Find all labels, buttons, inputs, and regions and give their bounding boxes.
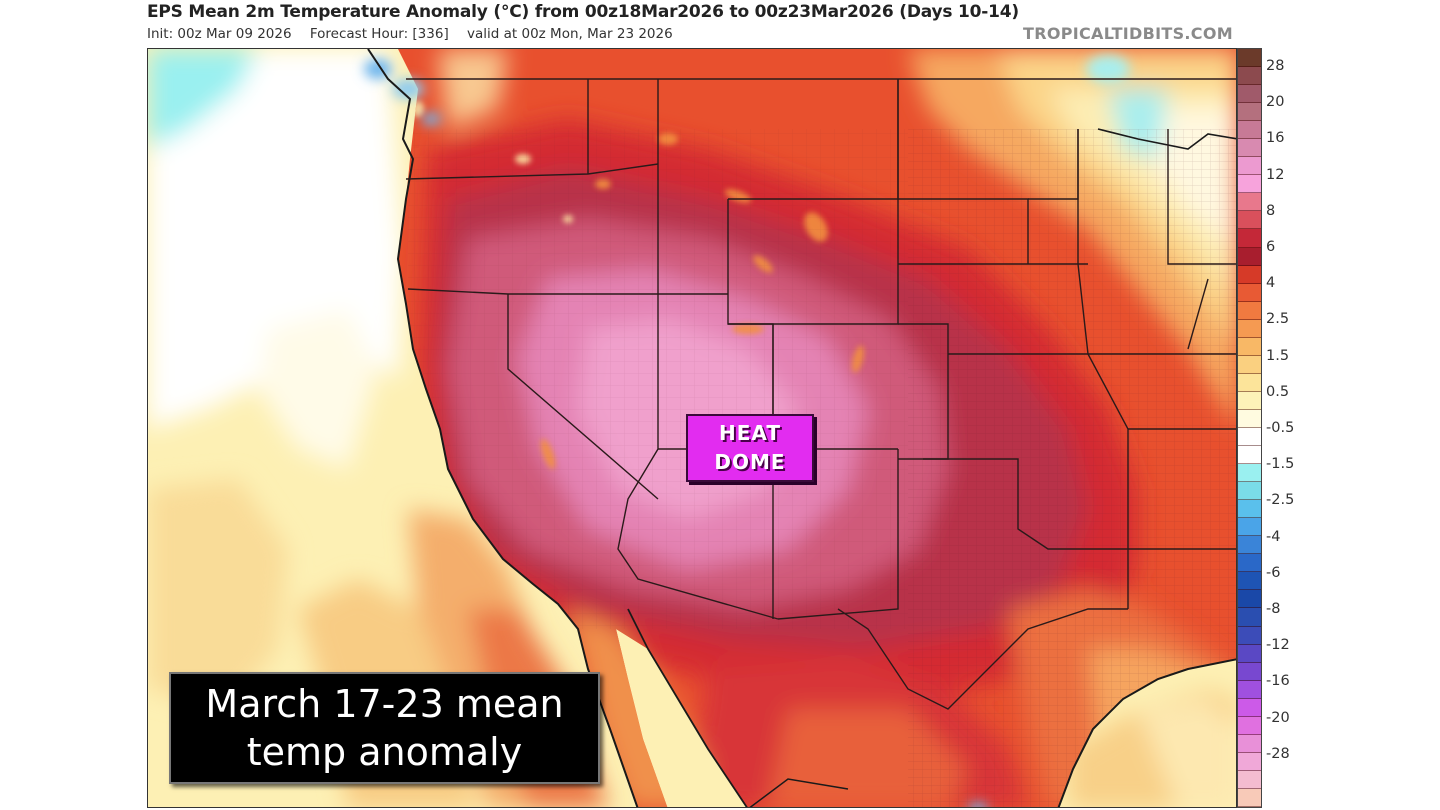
heat-dome-line-2: DOME bbox=[714, 450, 786, 474]
colorbar-segment bbox=[1238, 193, 1261, 212]
caption-box: March 17-23 mean temp anomaly bbox=[169, 672, 600, 784]
valid-time: valid at 00z Mon, Mar 23 2026 bbox=[467, 26, 673, 42]
colorbar bbox=[1237, 48, 1262, 808]
map-subtitle: Init: 00z Mar 09 2026 Forecast Hour: [33… bbox=[147, 26, 687, 42]
colorbar-segment bbox=[1238, 698, 1261, 717]
colorbar-tick-label: -0.5 bbox=[1266, 420, 1295, 436]
colorbar-segment bbox=[1238, 373, 1261, 392]
colorbar-segment bbox=[1238, 85, 1261, 104]
colorbar-segment bbox=[1238, 662, 1261, 681]
colorbar-tick-label: -8 bbox=[1266, 600, 1281, 617]
colorbar-tick-label: 28 bbox=[1266, 58, 1285, 75]
colorbar-segment bbox=[1238, 716, 1261, 735]
colorbar-segment bbox=[1238, 175, 1261, 194]
colorbar-tick-label: -16 bbox=[1266, 673, 1290, 690]
colorbar-segment bbox=[1238, 500, 1261, 519]
brand-watermark: TROPICALTIDBITS.COM bbox=[1023, 24, 1233, 43]
colorbar-tick-label: -6 bbox=[1266, 564, 1281, 581]
colorbar-segment bbox=[1238, 554, 1261, 573]
colorbar-segment bbox=[1238, 770, 1261, 789]
caption-line-2: temp anomaly bbox=[246, 730, 523, 774]
colorbar-tick-label: -28 bbox=[1266, 745, 1290, 762]
colorbar-segment bbox=[1238, 409, 1261, 428]
colorbar-segment bbox=[1238, 608, 1261, 627]
colorbar-segment bbox=[1238, 121, 1261, 140]
colorbar-segment bbox=[1238, 572, 1261, 591]
forecast-hour: Forecast Hour: [336] bbox=[309, 26, 449, 42]
colorbar-segment bbox=[1238, 211, 1261, 230]
colorbar-segment bbox=[1238, 752, 1261, 771]
colorbar-segment bbox=[1238, 680, 1261, 699]
colorbar-segment bbox=[1238, 247, 1261, 266]
colorbar-tick-label: -1.5 bbox=[1266, 456, 1295, 473]
colorbar-segment bbox=[1238, 536, 1261, 555]
colorbar-tick-label: -20 bbox=[1266, 709, 1290, 726]
colorbar-segment bbox=[1238, 265, 1261, 284]
colorbar-segment bbox=[1238, 157, 1261, 176]
colorbar-tick-label: -2.5 bbox=[1266, 492, 1295, 509]
colorbar-labels: 28 20 16 12 8 6 4 2.5 1.5 0.5 -0.5 -1.5 -2.5 -4 -6 -8 -1… bbox=[1266, 48, 1326, 808]
colorbar-tick-label: 12 bbox=[1266, 166, 1285, 183]
colorbar-segment bbox=[1238, 283, 1261, 302]
colorbar-tick-label: 8 bbox=[1266, 202, 1276, 219]
colorbar-tick-label: -4 bbox=[1266, 528, 1281, 545]
colorbar-segment bbox=[1238, 355, 1261, 374]
colorbar-tick-label: 16 bbox=[1266, 130, 1285, 147]
colorbar-segment bbox=[1238, 734, 1261, 753]
colorbar-segment bbox=[1238, 319, 1261, 338]
colorbar-segment bbox=[1238, 590, 1261, 609]
colorbar-tick-label: 4 bbox=[1266, 275, 1276, 292]
colorbar-segment bbox=[1238, 788, 1261, 807]
colorbar-segment bbox=[1238, 391, 1261, 410]
map-title: EPS Mean 2m Temperature Anomaly (°C) fro… bbox=[147, 2, 1019, 22]
init-time: Init: 00z Mar 09 2026 bbox=[147, 26, 292, 42]
heat-dome-label: HEAT DOME bbox=[686, 414, 814, 482]
colorbar-segment bbox=[1238, 301, 1261, 320]
colorbar-segment bbox=[1238, 518, 1261, 537]
colorbar-tick-label: 6 bbox=[1266, 239, 1276, 256]
colorbar-segment bbox=[1238, 337, 1261, 356]
colorbar-segment bbox=[1238, 103, 1261, 122]
colorbar-segment bbox=[1238, 49, 1261, 68]
colorbar-segment bbox=[1238, 67, 1261, 86]
colorbar-segment bbox=[1238, 139, 1261, 158]
colorbar-tick-label: 20 bbox=[1266, 94, 1285, 111]
colorbar-segment bbox=[1238, 427, 1261, 447]
caption-line-1: March 17-23 mean bbox=[205, 682, 564, 726]
colorbar-tick-label: 2.5 bbox=[1266, 311, 1290, 328]
colorbar-segment bbox=[1238, 229, 1261, 248]
colorbar-segment bbox=[1238, 446, 1261, 465]
colorbar-tick-label: 1.5 bbox=[1266, 347, 1290, 364]
colorbar-tick-label: 0.5 bbox=[1266, 383, 1290, 400]
heat-dome-line-1: HEAT bbox=[719, 421, 781, 445]
colorbar-segment bbox=[1238, 644, 1261, 663]
colorbar-tick-label: -12 bbox=[1266, 637, 1290, 654]
colorbar-segment bbox=[1238, 464, 1261, 483]
colorbar-segment bbox=[1238, 626, 1261, 645]
colorbar-segment bbox=[1238, 482, 1261, 501]
